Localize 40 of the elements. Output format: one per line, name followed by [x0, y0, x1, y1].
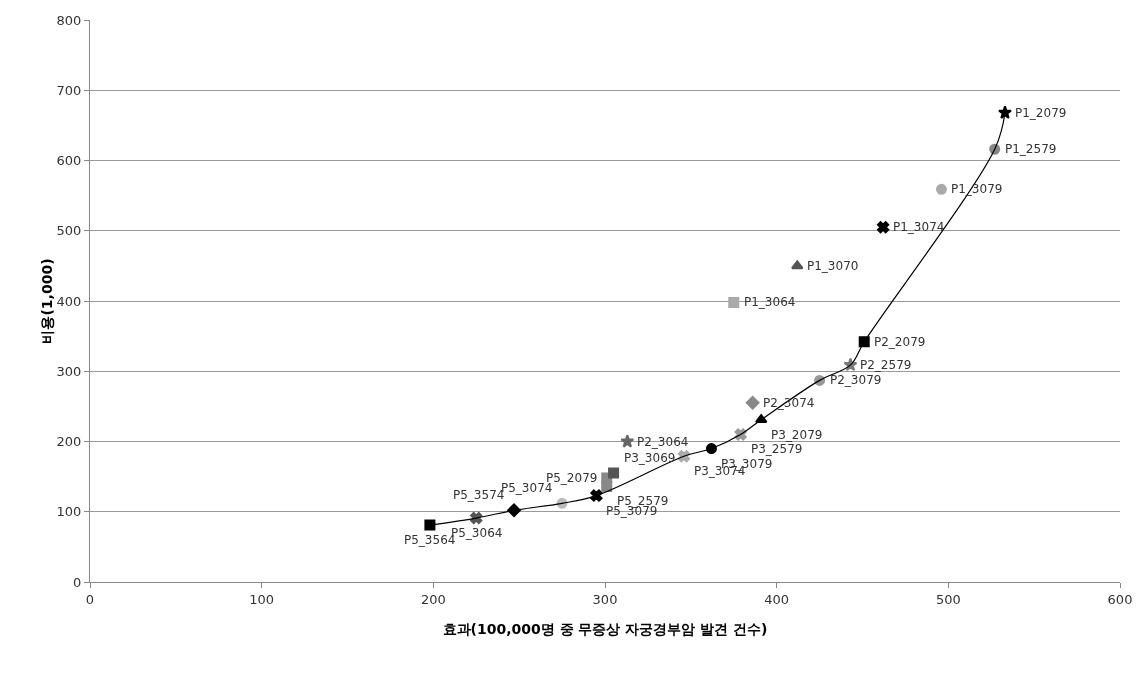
series-label: P2_3079: [830, 373, 882, 387]
point: [745, 396, 760, 410]
y-tick-label: 400: [56, 293, 82, 309]
point: [620, 434, 635, 448]
series-label: P1_3070: [807, 259, 859, 273]
point: [877, 221, 890, 234]
y-tick-label: 700: [56, 82, 82, 98]
point: [858, 336, 870, 348]
x-axis-title: 효과(100,000명 중 무증상 자궁경부암 발견 건수): [442, 621, 768, 637]
y-tick-label: 800: [56, 12, 82, 28]
point: [608, 467, 620, 479]
series-label: P2_2079: [874, 335, 926, 349]
series-label: P1_2079: [1015, 106, 1067, 120]
series-label: P1_2579: [1005, 142, 1057, 156]
y-tick-label: 100: [56, 504, 82, 520]
point: [935, 183, 947, 195]
x-tick-label: 200: [420, 591, 446, 607]
series-label: P2_3064: [637, 435, 689, 449]
x-tick-label: 600: [1107, 591, 1133, 607]
y-tick-label: 200: [56, 434, 82, 450]
y-axis-title: 비용(1,000): [38, 258, 55, 344]
y-tick-label: 0: [73, 574, 82, 590]
series-label: P3_3069: [624, 451, 676, 465]
point: [728, 296, 740, 308]
y-tick-label: 600: [56, 153, 82, 169]
series-label: P3_2579: [751, 442, 803, 456]
series-label: P1_3064: [744, 295, 796, 309]
x-tick-label: 0: [85, 591, 95, 607]
x-tick-label: 500: [935, 591, 961, 607]
point: [424, 519, 436, 531]
series-label: P3_2079: [771, 428, 823, 442]
point: [791, 260, 804, 270]
point: [997, 105, 1012, 119]
x-tick-label: 100: [249, 591, 275, 607]
y-tick-label: 500: [56, 223, 82, 239]
series-label: P1_3074: [893, 220, 945, 234]
series-label: P2_2579: [860, 358, 912, 372]
x-tick-label: 300: [592, 591, 618, 607]
y-tick-label: 300: [56, 363, 82, 379]
x-tick-label: 400: [764, 591, 790, 607]
